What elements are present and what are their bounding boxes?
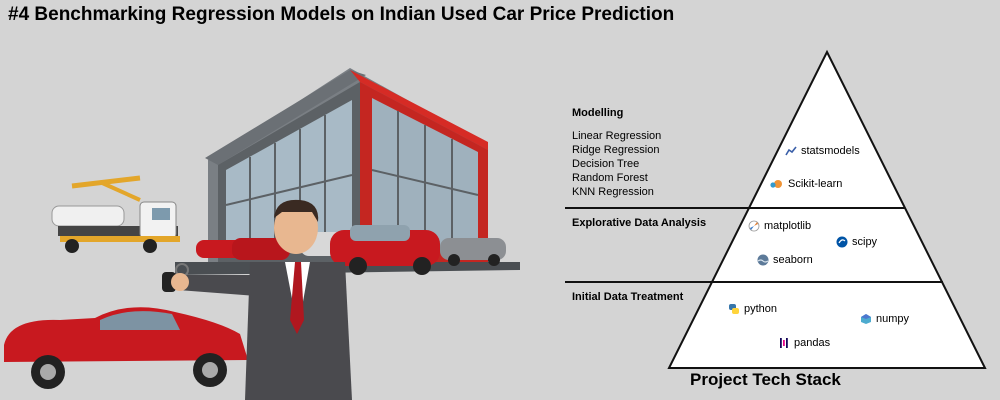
list-item: Random Forest xyxy=(572,172,648,184)
lib-label: statsmodels xyxy=(801,145,860,157)
list-item: Decision Tree xyxy=(572,158,640,170)
matplotlib-icon xyxy=(748,220,760,232)
lib-label: numpy xyxy=(876,313,910,325)
project-tech-stack-caption: Project Tech Stack xyxy=(690,370,841,389)
list-item: Linear Regression xyxy=(572,130,662,142)
list-item: Ridge Regression xyxy=(572,144,660,156)
models-list: Linear Regression Ridge Regression Decis… xyxy=(572,129,661,199)
tech-stack-pyramid xyxy=(565,49,987,369)
scipy-icon xyxy=(836,236,848,248)
treatment-section-title: Initial Data Treatment xyxy=(572,291,684,303)
lib-pandas: pandas xyxy=(778,337,830,349)
page-title: #4 Benchmarking Regression Models on Ind… xyxy=(8,4,675,25)
lib-seaborn: seaborn xyxy=(757,254,813,266)
scikit-learn-icon xyxy=(770,180,782,188)
lib-numpy: numpy xyxy=(860,313,909,325)
list-item: KNN Regression xyxy=(572,186,654,198)
seaborn-icon xyxy=(757,254,769,266)
statsmodels-icon xyxy=(785,146,797,156)
pandas-icon xyxy=(780,338,788,348)
modelling-section-title: Modelling xyxy=(572,107,624,119)
lib-statsmodels: statsmodels xyxy=(785,145,860,157)
businessman-illustration xyxy=(171,199,352,400)
python-icon xyxy=(729,304,739,314)
red-sedan-illustration xyxy=(4,307,248,389)
lib-scipy: scipy xyxy=(836,236,877,248)
numpy-icon xyxy=(861,314,871,324)
lib-label: pandas xyxy=(794,337,831,349)
eda-section-title: Explorative Data Analysis xyxy=(572,217,707,229)
lib-scikit-learn: Scikit-learn xyxy=(768,178,842,190)
lib-label: scipy xyxy=(852,236,878,248)
lib-label: seaborn xyxy=(773,254,813,266)
lib-matplotlib: matplotlib xyxy=(748,220,811,232)
showroom-cars-illustration xyxy=(196,225,506,275)
lib-python: python xyxy=(728,303,777,315)
lib-label: python xyxy=(744,303,778,315)
lib-label: Scikit-learn xyxy=(788,178,843,190)
lib-label: matplotlib xyxy=(764,220,812,232)
tow-truck-illustration xyxy=(51,175,180,253)
